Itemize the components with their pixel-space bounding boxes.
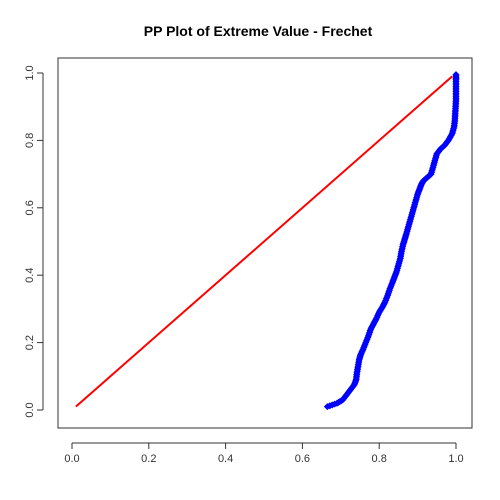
y-tick-label: 0.6: [24, 200, 36, 215]
data-point: [452, 71, 460, 79]
x-tick-label: 0.4: [218, 453, 233, 465]
y-tick-label: 0.8: [24, 133, 36, 148]
plot-frame: [57, 57, 473, 429]
x-tick-label: 0.6: [295, 453, 310, 465]
axes: 0.0 0.2 0.4 0.6 0.8 1.0 0.0 0.2 0.4 0.6 0.8 1.0: [24, 57, 473, 465]
y-tick-label: 1.0: [24, 65, 36, 80]
x-tick-label: 1.0: [448, 453, 463, 465]
x-tick-label: 0.8: [372, 453, 387, 465]
y-tick-label: 0.2: [24, 335, 36, 350]
chart-title: PP Plot of Extreme Value - Frechet: [144, 23, 373, 39]
x-tick-label: 0.0: [64, 453, 79, 465]
plot-marks: [75, 71, 460, 411]
x-tick-label: 0.2: [141, 453, 156, 465]
reference-line: [75, 75, 453, 408]
y-tick-label: 0.4: [24, 268, 36, 283]
y-tick-label: 0.0: [24, 402, 36, 417]
